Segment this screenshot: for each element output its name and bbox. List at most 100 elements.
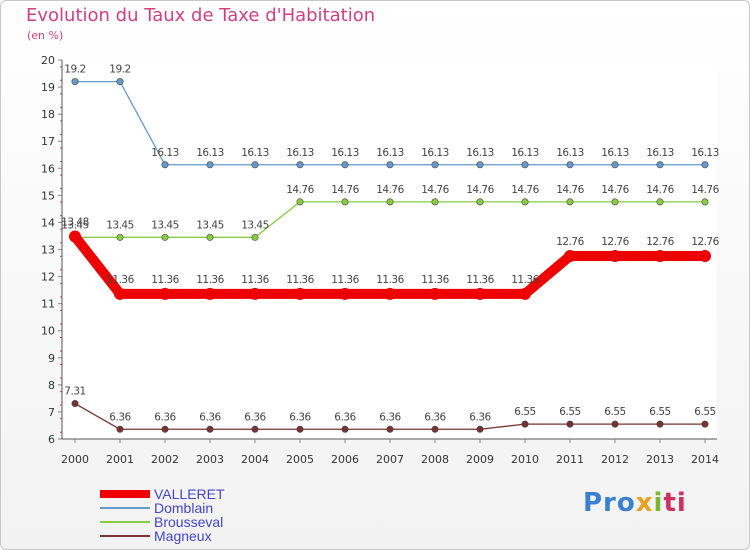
y-tick-label: 20: [41, 54, 55, 67]
data-label: 6.36: [424, 411, 446, 423]
data-point: [341, 425, 349, 433]
data-label: 11.36: [241, 274, 269, 286]
data-point: [161, 233, 169, 241]
y-tick-label: 12: [41, 271, 55, 284]
data-label: 6.36: [379, 411, 401, 423]
data-point: [476, 161, 484, 169]
data-label: 14.76: [646, 184, 674, 196]
series-valleret: 13.48 11.36 11.36 11.36 11.36 11.36 11.36 11.36…: [61, 217, 720, 300]
data-point: [249, 287, 261, 300]
legend-item-valleret: VALLERET: [100, 486, 225, 502]
data-point: [656, 420, 664, 428]
y-tick-label: 18: [41, 108, 55, 121]
data-point: [251, 161, 259, 169]
proxiti-logo: Proxiti: [583, 488, 687, 518]
data-label: 6.55: [559, 406, 580, 418]
data-point: [656, 198, 664, 206]
data-label: 14.76: [466, 184, 494, 196]
data-point: [431, 425, 439, 433]
x-tick-label: 2008: [421, 453, 449, 466]
data-label: 11.36: [151, 274, 179, 286]
x-tick-label: 2004: [241, 453, 269, 466]
data-point: [566, 420, 574, 428]
y-tick-label: 7: [48, 406, 55, 419]
data-label: 16.13: [286, 147, 314, 159]
data-point: [611, 161, 619, 169]
data-label: 14.76: [376, 184, 404, 196]
data-label: 11.36: [466, 274, 494, 286]
data-point: [701, 161, 709, 169]
data-label: 11.36: [106, 274, 134, 286]
legend-item-brousseval: Brousseval: [100, 514, 224, 530]
x-tick-label: 2007: [376, 453, 404, 466]
data-label: 6.55: [604, 406, 625, 418]
data-label: 11.36: [511, 274, 539, 286]
data-point: [204, 287, 216, 300]
data-label: 16.13: [421, 147, 449, 159]
data-label: 16.13: [331, 147, 359, 159]
data-label: 6.36: [109, 411, 131, 423]
legend-item-magneux: Magneux: [100, 528, 212, 544]
data-label: 14.76: [691, 184, 719, 196]
y-tick-label: 17: [41, 135, 55, 148]
data-point: [476, 198, 484, 206]
y-tick-label: 10: [41, 325, 55, 338]
data-point: [341, 198, 349, 206]
data-label: 12.76: [556, 236, 584, 248]
data-label: 6.55: [649, 406, 670, 418]
data-point: [611, 198, 619, 206]
chart-title: Evolution du Taux de Taxe d'Habitation: [26, 5, 376, 26]
plot-area: [62, 60, 717, 439]
data-point: [159, 287, 171, 300]
legend-label: Brousseval: [154, 514, 224, 530]
data-point: [611, 420, 619, 428]
x-tick-label: 2002: [151, 453, 179, 466]
data-label: 19.2: [64, 64, 85, 76]
data-label: 6.36: [199, 411, 221, 423]
series-magneux: 7.31 6.36 6.36 6.36 6.36 6.36 6.36 6.36 6.36 6.36…: [64, 386, 716, 433]
data-point: [339, 287, 351, 300]
x-tick-label: 2003: [196, 453, 224, 466]
data-point: [71, 400, 79, 408]
data-point: [386, 161, 394, 169]
data-label: 6.36: [334, 411, 356, 423]
data-point: [431, 161, 439, 169]
x-tick-label: 2012: [601, 453, 629, 466]
x-tick-label: 2006: [331, 453, 359, 466]
data-label: 11.36: [286, 274, 314, 286]
y-tick-label: 11: [41, 298, 55, 311]
y-tick-label: 14: [41, 216, 55, 229]
data-point: [116, 425, 124, 433]
data-label: 11.36: [421, 274, 449, 286]
data-point: [519, 287, 531, 300]
data-point: [296, 198, 304, 206]
data-label: 19.2: [109, 64, 130, 76]
y-tick-label: 6: [48, 433, 55, 446]
y-tick-label: 8: [48, 379, 55, 392]
data-label: 16.13: [241, 147, 269, 159]
data-point: [609, 249, 621, 262]
legend-label: Domblain: [154, 500, 214, 516]
data-point: [386, 425, 394, 433]
data-label: 14.76: [511, 184, 539, 196]
data-label: 12.76: [646, 236, 674, 248]
series-domblain: 19.2 19.2 16.13 16.13 16.13 16.13 16.13 16.13 16…: [64, 64, 719, 169]
data-label: 13.45: [196, 219, 224, 231]
data-point: [341, 161, 349, 169]
x-tick-label: 2013: [646, 453, 674, 466]
data-label: 16.13: [466, 147, 494, 159]
y-tick-label: 16: [41, 162, 55, 175]
data-point: [701, 198, 709, 206]
data-label: 16.13: [196, 147, 224, 159]
data-point: [251, 233, 259, 241]
x-tick-label: 2000: [61, 453, 89, 466]
y-tick-label: 19: [41, 81, 55, 94]
legend-swatch: [100, 490, 150, 498]
data-point: [161, 425, 169, 433]
data-label: 14.76: [331, 184, 359, 196]
x-tick-label: 2014: [691, 453, 719, 466]
data-point: [654, 249, 666, 262]
x-tick-label: 2010: [511, 453, 539, 466]
data-label: 14.76: [421, 184, 449, 196]
data-point: [701, 420, 709, 428]
